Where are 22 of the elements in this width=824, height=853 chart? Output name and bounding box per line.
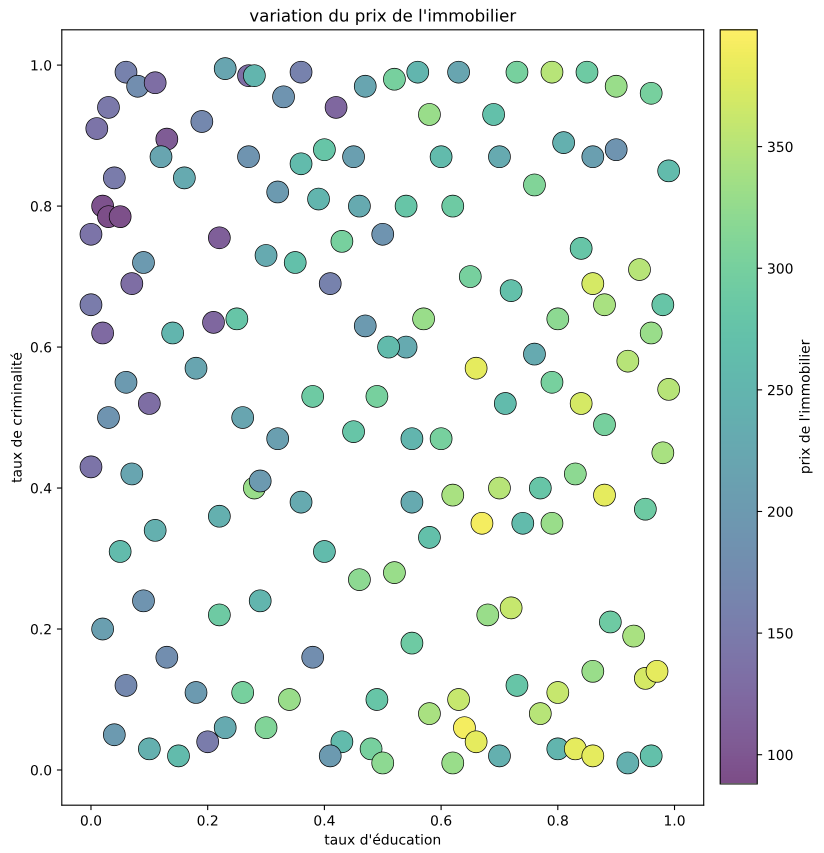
y-tick-label: 0.0 [30, 764, 52, 776]
x-tick-label: 0.4 [314, 815, 335, 826]
y-tick-label: 1.0 [32, 60, 52, 71]
y-tick-label: 0.8 [30, 201, 52, 212]
y-tick-label: 0.4 [30, 483, 52, 494]
color-bar-label: 100 [768, 750, 793, 760]
color-bar-label: 350 [768, 142, 793, 152]
color-bar-label: 150 [768, 628, 793, 639]
y-tick-label: 0.6 [30, 342, 52, 353]
chart-title: variation du prix de l'immobilier [250, 8, 516, 25]
x-tick-label: 0.2 [198, 815, 218, 826]
color-bar-title: prix de l'immobilier [799, 340, 812, 473]
x-axis-title: taux d'éducation [324, 833, 440, 845]
color-bar-label: 250 [768, 384, 793, 396]
y-tick-label: 0.2 [30, 624, 51, 634]
color-bar-label: 200 [768, 506, 793, 517]
x-tick-label: 0.6 [430, 815, 452, 826]
y-axis-title: taux de criminalité [10, 352, 22, 483]
x-tick-label: 1.0 [665, 815, 685, 826]
color-bar-label: 300 [768, 263, 793, 274]
x-tick-label: 0.0 [80, 815, 102, 826]
x-tick-label: 0.8 [548, 815, 568, 826]
